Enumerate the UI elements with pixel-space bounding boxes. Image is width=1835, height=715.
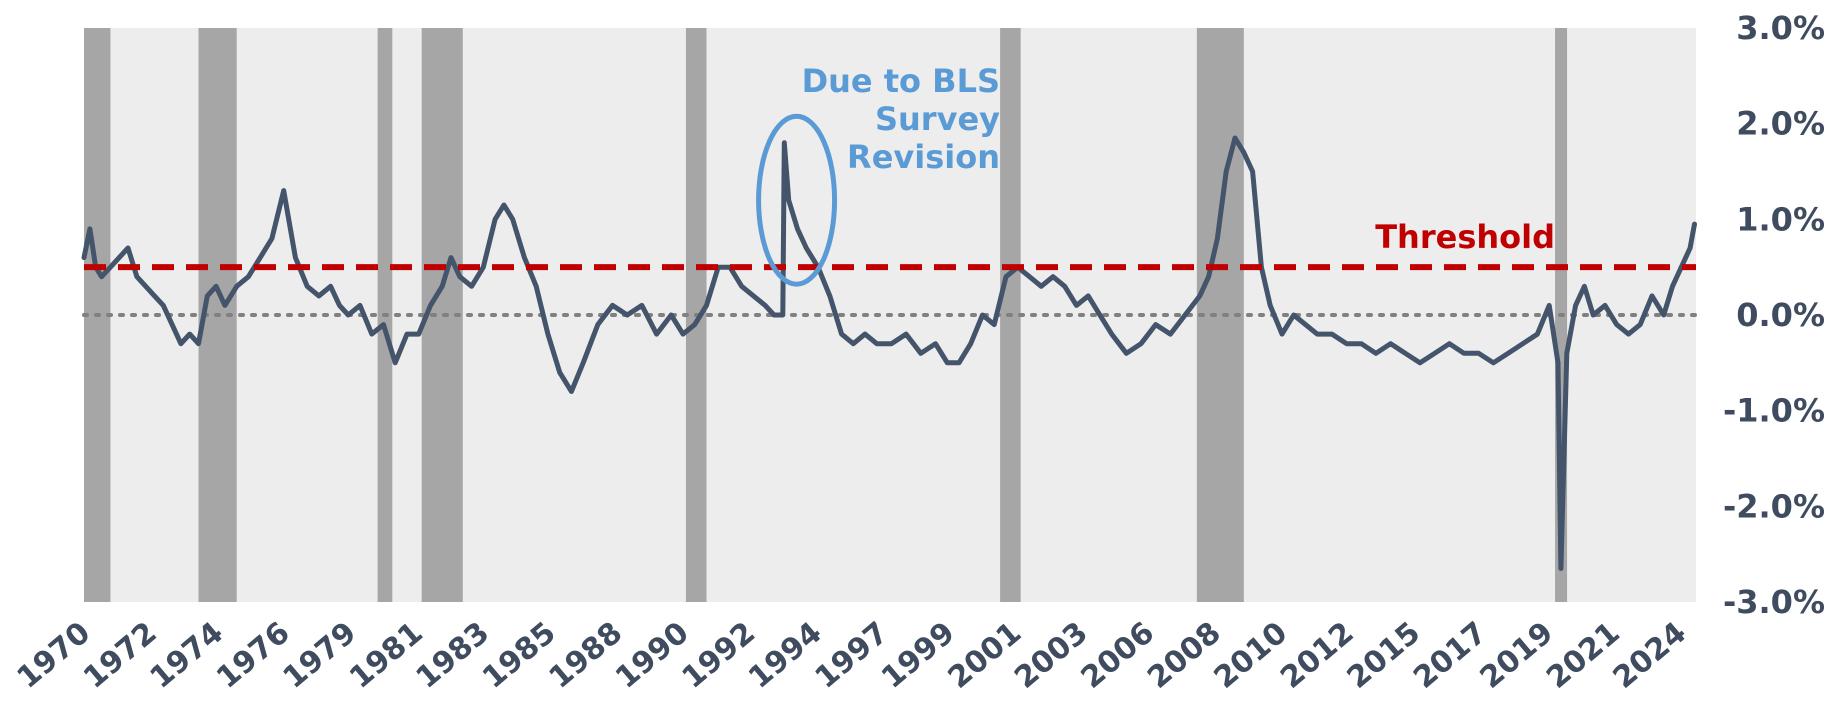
- x-tick-label: 2001: [942, 615, 1028, 695]
- x-tick-label: 1974: [144, 615, 230, 695]
- y-tick-label: 3.0%: [1736, 9, 1825, 47]
- x-tick-label: 2019: [1474, 615, 1560, 695]
- series-line-0: [81, 135, 1697, 571]
- x-tick-label: 2021: [1540, 615, 1626, 695]
- y-axis-ticks: 3.0% 2.0% 1.0% 0.0% -1.0% -2.0% -3.0%: [1723, 9, 1825, 621]
- y-tick-label: -3.0%: [1723, 583, 1825, 621]
- x-axis-ticks: 1970197219741976197919811983198519881990…: [11, 615, 1693, 695]
- x-tick-label: 2024: [1607, 615, 1693, 695]
- threshold-label: Threshold: [1375, 218, 1555, 256]
- y-tick-label: -1.0%: [1723, 392, 1825, 430]
- x-tick-label: 2003: [1008, 615, 1094, 695]
- x-tick-label: 1983: [410, 615, 496, 695]
- x-tick-label: 1979: [277, 615, 363, 695]
- x-tick-label: 1994: [742, 615, 828, 695]
- y-tick-label: 1.0%: [1736, 200, 1825, 238]
- x-tick-label: 1970: [11, 615, 97, 695]
- x-tick-label: 1999: [875, 615, 961, 695]
- x-tick-label: 2017: [1407, 615, 1493, 695]
- x-tick-label: 1976: [210, 615, 296, 695]
- x-tick-label: 2015: [1341, 615, 1427, 695]
- x-tick-label: 1981: [343, 615, 429, 695]
- x-tick-label: 1988: [543, 615, 629, 695]
- y-tick-label: 2.0%: [1736, 105, 1825, 143]
- series-group: [81, 135, 1697, 571]
- x-tick-label: 1985: [476, 615, 562, 695]
- annotation-text-line: Survey: [875, 100, 1000, 138]
- x-tick-label: 2006: [1075, 615, 1161, 695]
- y-tick-label: 0.0%: [1736, 296, 1825, 334]
- x-tick-label: 2010: [1208, 615, 1294, 695]
- y-tick-label: -2.0%: [1723, 487, 1825, 525]
- x-tick-label: 2012: [1274, 615, 1360, 695]
- annotation-text-line: Revision: [847, 138, 1000, 176]
- x-tick-label: 1972: [77, 615, 163, 695]
- x-tick-label: 1992: [676, 615, 762, 695]
- x-tick-label: 2008: [1141, 615, 1227, 695]
- x-tick-label: 1997: [809, 615, 895, 695]
- x-tick-label: 1990: [609, 615, 695, 695]
- annotation-text-line: Due to BLS: [802, 62, 1000, 100]
- annotation-ellipse: [756, 113, 838, 287]
